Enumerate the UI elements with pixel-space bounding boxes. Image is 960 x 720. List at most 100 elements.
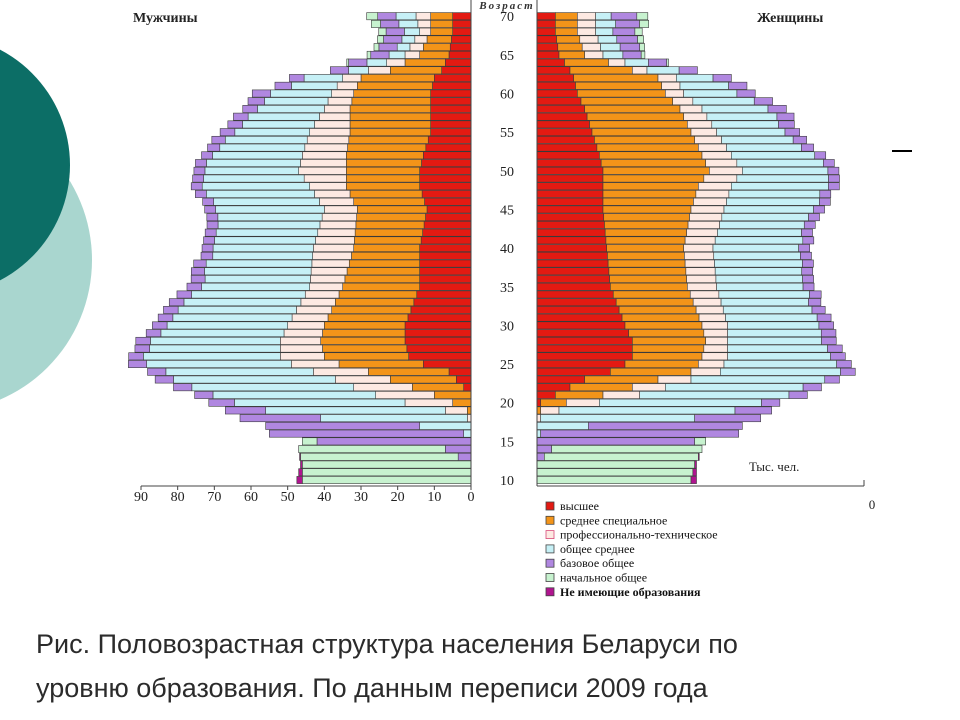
bar-women-age-47-seg-2 xyxy=(695,190,730,198)
bar-women-age-47-seg-1 xyxy=(602,190,697,198)
bar-women-age-40-seg-0 xyxy=(536,244,607,252)
bar-women-age-49-seg-2 xyxy=(703,174,738,183)
bar-men-age-65-seg-2 xyxy=(404,50,420,59)
bar-men-age-32-seg-3 xyxy=(177,306,297,314)
bars-layer xyxy=(128,12,856,484)
bar-women-age-39-seg-3 xyxy=(713,251,801,260)
slide-caption: Рис. Половозрастная структура населения … xyxy=(36,622,936,710)
bar-women-age-38-seg-1 xyxy=(607,259,686,268)
bar-women-age-57-seg-4 xyxy=(776,112,795,121)
bar-men-age-33-seg-1 xyxy=(335,298,415,307)
bar-men-age-42-seg-0 xyxy=(422,228,472,237)
bar-women-age-50-seg-1 xyxy=(602,166,710,175)
bar-men-age-49-seg-3 xyxy=(203,174,305,183)
bar-men-age-64-seg-0 xyxy=(445,58,472,67)
bar-women-age-37-seg-4 xyxy=(801,267,814,276)
bar-men-age-27-seg-4 xyxy=(134,344,150,353)
bar-men-age-29-seg-3 xyxy=(160,329,285,338)
bar-women-age-47-seg-0 xyxy=(536,190,604,198)
bar-men-age-68-seg-5 xyxy=(378,27,387,36)
bar-men-age-70-seg-1 xyxy=(430,12,453,21)
bar-men-age-58-seg-3 xyxy=(257,105,325,113)
bar-women-age-42-seg-3 xyxy=(717,228,802,237)
bar-women-age-37-seg-3 xyxy=(714,267,803,276)
bar-men-age-64-seg-4 xyxy=(348,58,368,67)
bar-men-age-30-seg-0 xyxy=(404,321,472,330)
bar-women-age-28-seg-2 xyxy=(705,336,728,345)
bar-men-age-66-seg-0 xyxy=(449,43,472,52)
bar-men-age-23-seg-2 xyxy=(335,375,391,384)
bar-men-age-68-seg-4 xyxy=(385,27,405,36)
bar-women-age-70-seg-4 xyxy=(610,12,638,21)
bar-women-age-51-seg-3 xyxy=(736,159,824,167)
bar-women-age-11-seg-6 xyxy=(692,468,697,477)
bar-women-age-26-seg-0 xyxy=(536,352,633,361)
bar-women-age-59-seg-1 xyxy=(580,97,673,106)
bar-women-age-51-seg-1 xyxy=(600,159,706,167)
bar-men-age-28-seg-3 xyxy=(150,336,281,345)
age-tick-40: 40 xyxy=(500,242,514,257)
bar-women-age-68-seg-2 xyxy=(577,27,596,36)
bar-women-age-62-seg-3 xyxy=(676,74,714,82)
bar-men-age-45-seg-0 xyxy=(426,205,472,214)
bar-women-age-46-seg-4 xyxy=(819,197,831,206)
bar-women-age-38-seg-4 xyxy=(802,259,814,268)
bar-women-age-47-seg-3 xyxy=(728,190,821,198)
bar-men-age-42-seg-1 xyxy=(354,228,423,237)
bar-women-age-34-seg-2 xyxy=(689,290,720,299)
bar-men-age-53-seg-1 xyxy=(347,143,427,152)
bar-women-age-48-seg-2 xyxy=(698,182,732,191)
bar-men-age-66-seg-1 xyxy=(423,43,451,52)
bar-men-age-45-seg-3 xyxy=(215,205,325,214)
bar-women-age-12-seg-6 xyxy=(694,460,697,469)
bar-men-age-69-seg-2 xyxy=(417,20,431,28)
bar-women-age-52-seg-4 xyxy=(814,151,827,160)
bar-women-age-61-seg-1 xyxy=(575,81,662,90)
bar-women-age-56-seg-0 xyxy=(536,120,590,129)
decorative-circle-dark xyxy=(0,49,70,281)
bar-women-age-19-seg-4 xyxy=(734,406,772,415)
bar-men-age-70-seg-3 xyxy=(395,12,417,21)
bar-women-age-52-seg-0 xyxy=(536,151,600,160)
bar-men-age-63-seg-3 xyxy=(348,66,369,75)
bar-women-age-20-seg-2 xyxy=(566,398,600,407)
age-tick-55: 55 xyxy=(500,126,514,141)
bar-women-age-36-seg-4 xyxy=(802,275,814,283)
bar-men-age-47-seg-3 xyxy=(206,190,315,198)
bar-women-age-52-seg-2 xyxy=(701,151,732,160)
bar-men-age-40-seg-3 xyxy=(212,244,314,252)
men-x-tick-0: 0 xyxy=(468,490,475,505)
bar-women-age-32-seg-4 xyxy=(811,306,826,314)
bar-men-age-18-seg-2 xyxy=(467,414,472,423)
bar-men-age-46-seg-4 xyxy=(202,197,214,206)
bar-women-age-66-seg-4 xyxy=(619,43,641,52)
bar-women-age-31-seg-3 xyxy=(725,313,818,322)
bar-men-age-46-seg-1 xyxy=(353,197,425,206)
bar-men-age-63-seg-1 xyxy=(390,66,442,75)
bar-men-age-50-seg-3 xyxy=(204,166,299,175)
bar-women-age-33-seg-1 xyxy=(615,298,694,307)
bar-men-age-49-seg-0 xyxy=(419,174,472,183)
bar-men-age-34-seg-4 xyxy=(176,290,192,299)
bar-women-age-28-seg-3 xyxy=(727,336,822,345)
bar-men-age-52-seg-3 xyxy=(212,151,303,160)
bar-women-age-68-seg-5 xyxy=(634,27,643,36)
bar-men-age-46-seg-3 xyxy=(213,197,320,206)
legend-swatch-6 xyxy=(545,587,555,597)
bar-men-age-53-seg-4 xyxy=(207,143,221,152)
bar-men-age-34-seg-2 xyxy=(304,290,340,299)
bar-women-age-38-seg-0 xyxy=(536,259,609,268)
legend-swatch-4 xyxy=(545,558,555,568)
men-x-tick-70: 70 xyxy=(207,490,221,505)
legend-swatch-3 xyxy=(545,544,555,554)
bar-women-age-29-seg-1 xyxy=(628,329,705,338)
bar-women-age-36-seg-2 xyxy=(686,275,717,283)
bar-women-age-27-seg-1 xyxy=(632,344,705,353)
bar-men-age-19-seg-2 xyxy=(445,406,468,415)
bar-women-age-40-seg-3 xyxy=(712,244,799,252)
bar-men-age-32-seg-1 xyxy=(331,306,412,314)
age-tick-65: 65 xyxy=(500,49,514,64)
bar-women-age-34-seg-0 xyxy=(536,290,614,299)
bar-men-age-42-seg-2 xyxy=(317,228,356,237)
bar-men-age-56-seg-1 xyxy=(349,120,431,129)
